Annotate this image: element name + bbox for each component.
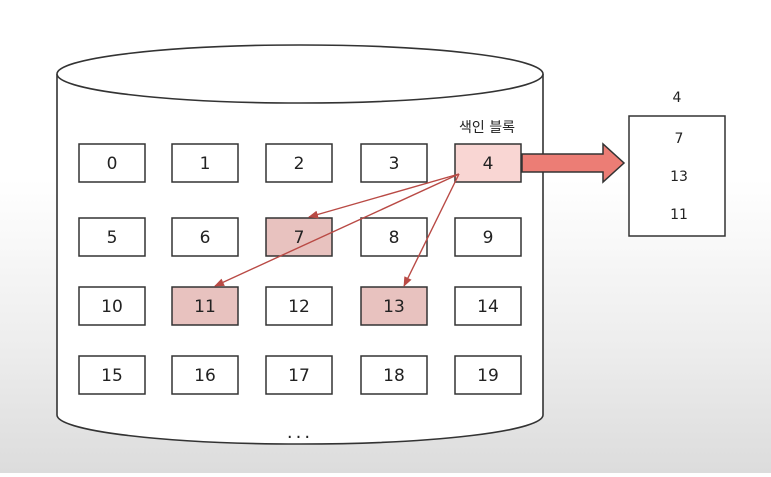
disk-block-19: 19: [454, 355, 522, 395]
pointer-arrow-to-11: [214, 173, 460, 287]
disk-block-box: [454, 286, 522, 326]
index-table-entry: 7: [675, 131, 684, 147]
disk-block-5: 5: [78, 217, 146, 257]
disk-block-10: 10: [78, 286, 146, 326]
pointer-arrows: [214, 173, 460, 287]
disk-block-number: 12: [288, 297, 310, 317]
disk-block-box: [171, 286, 239, 326]
disk-block-number: 10: [101, 297, 123, 317]
disk-block-1: 1: [171, 143, 239, 183]
index-table-box: [628, 115, 726, 237]
disk-block-number: 7: [294, 228, 305, 248]
disk-block-number: 9: [483, 228, 494, 248]
disk-block-box: [171, 143, 239, 183]
index-block-label: 색인 블록: [459, 120, 515, 136]
disk-block-6: 6: [171, 217, 239, 257]
disk-block-number: 13: [383, 297, 405, 317]
disk-block-number: 3: [389, 154, 400, 174]
disk-block-number: 16: [194, 366, 216, 386]
disk-block-14: 14: [454, 286, 522, 326]
disk-block-number: 11: [194, 297, 216, 317]
disk-block-4: 4: [454, 143, 522, 183]
disk-block-box: [78, 286, 146, 326]
disk-block-12: 12: [265, 286, 333, 326]
index-table: 4 7 13 11: [628, 90, 726, 237]
disk-block-11: 11: [171, 286, 239, 326]
disk-block-box: [454, 355, 522, 395]
disk-block-2: 2: [265, 143, 333, 183]
disk-block-3: 3: [360, 143, 428, 183]
disk-block-box: [78, 143, 146, 183]
index-table-header: 4: [673, 90, 682, 106]
disk-block-number: 18: [383, 366, 405, 386]
disk-block-box: [171, 355, 239, 395]
disk-block-number: 6: [200, 228, 211, 248]
disk-block-box: [360, 286, 428, 326]
disk-block-box: [454, 143, 522, 183]
disk-block-number: 2: [294, 154, 305, 174]
disk-block-17: 17: [265, 355, 333, 395]
disk-block-box: [78, 355, 146, 395]
disk-block-box: [360, 355, 428, 395]
disk-block-box: [360, 217, 428, 257]
disk-block-number: 8: [389, 228, 400, 248]
disk-block-box: [171, 217, 239, 257]
index-table-entry: 13: [670, 169, 688, 185]
disk-block-box: [454, 217, 522, 257]
disk-block-number: 14: [477, 297, 499, 317]
index-table-entries: 7 13 11: [670, 131, 688, 223]
index-table-entry: 11: [670, 207, 688, 223]
pointer-arrow-to-7: [308, 173, 460, 219]
disk-block-15: 15: [78, 355, 146, 395]
disk-block-8: 8: [360, 217, 428, 257]
disk-block-18: 18: [360, 355, 428, 395]
disk-block-number: 1: [200, 154, 211, 174]
disk-block-box: [360, 143, 428, 183]
disk-block-box: [265, 355, 333, 395]
more-blocks-ellipsis: ...: [287, 422, 313, 443]
disk-block-number: 4: [483, 154, 494, 174]
expand-arrow: [521, 142, 626, 184]
disk-block-number: 17: [288, 366, 310, 386]
disk-block-9: 9: [454, 217, 522, 257]
disk-block-number: 0: [107, 154, 118, 174]
disk-block-number: 19: [477, 366, 499, 386]
disk-block-box: [78, 217, 146, 257]
pointer-arrow-to-13: [403, 173, 460, 287]
disk-block-number: 5: [107, 228, 118, 248]
disk-block-16: 16: [171, 355, 239, 395]
disk-block-box: [265, 143, 333, 183]
disk-block-0: 0: [78, 143, 146, 183]
disk-block-number: 15: [101, 366, 123, 386]
disk-block-box: [265, 286, 333, 326]
disk-block-13: 13: [360, 286, 428, 326]
